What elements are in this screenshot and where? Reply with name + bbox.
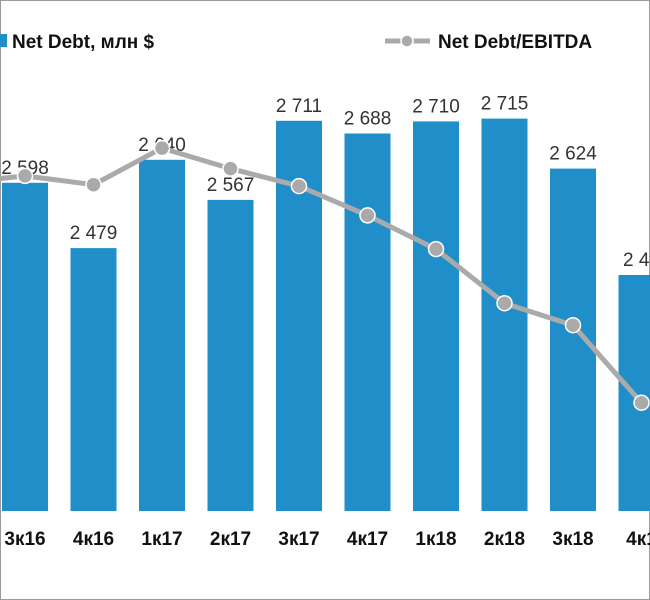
x-tick-label-5: 4к17 [347, 529, 388, 550]
ratio-point-9 [633, 394, 650, 411]
ratio-point-3 [222, 160, 239, 177]
ratio-point-1 [85, 176, 102, 193]
ratio-point-0 [16, 167, 34, 185]
legend-line-label: Net Debt/EBITDA [438, 32, 592, 53]
bar-0 [2, 182, 48, 512]
ratio-point-7 [496, 294, 513, 312]
bar-series [2, 118, 650, 512]
bar-data-label-8: 2 624 [549, 144, 597, 165]
ratio-point-4 [290, 177, 308, 195]
bar-7 [481, 118, 528, 511]
bar-1 [70, 248, 117, 511]
ratio-point-8 [564, 316, 582, 334]
bar-6 [413, 121, 459, 512]
x-tick-label-1: 4к16 [73, 529, 114, 550]
bar-data-label-6: 2 710 [412, 96, 460, 117]
bar-data-label-7: 2 715 [481, 94, 529, 115]
x-tick-label-6: 1к18 [415, 529, 456, 550]
ratio-point-6 [427, 240, 445, 258]
ratio-point-2 [153, 139, 171, 157]
legend: Net Debt, млн $ Net Debt/EBITDA [0, 32, 592, 53]
bar-data-label-9: 2 43 [623, 250, 650, 271]
legend-line-marker [400, 34, 414, 48]
legend-bar-label: Net Debt, млн $ [12, 32, 155, 53]
ratio-point-5 [359, 207, 376, 224]
legend-bar-swatch [0, 34, 7, 47]
x-tick-label-0: 3к16 [4, 529, 45, 550]
x-tick-label-8: 3к18 [552, 529, 593, 550]
bar-5 [344, 133, 391, 511]
bar-3 [207, 199, 254, 511]
x-tick-label-9: 4к1 [626, 529, 650, 550]
x-tick-label-3: 2к17 [210, 529, 251, 550]
bar-data-label-5: 2 688 [344, 109, 392, 130]
x-tick-label-4: 3к17 [278, 529, 319, 550]
bar-data-label-1: 2 479 [70, 223, 118, 244]
x-axis-tick-labels: 3к16 4к16 1к17 2к17 3к17 4к17 1к18 2к18 3к18 4к1 [4, 529, 650, 550]
x-tick-label-7: 2к18 [484, 529, 525, 550]
bar-data-label-3: 2 567 [207, 175, 255, 196]
ratio-line-series [0, 139, 650, 411]
x-tick-label-2: 1к17 [141, 529, 182, 550]
bar-2 [139, 159, 185, 512]
bar-data-label-4: 2 711 [276, 96, 322, 117]
